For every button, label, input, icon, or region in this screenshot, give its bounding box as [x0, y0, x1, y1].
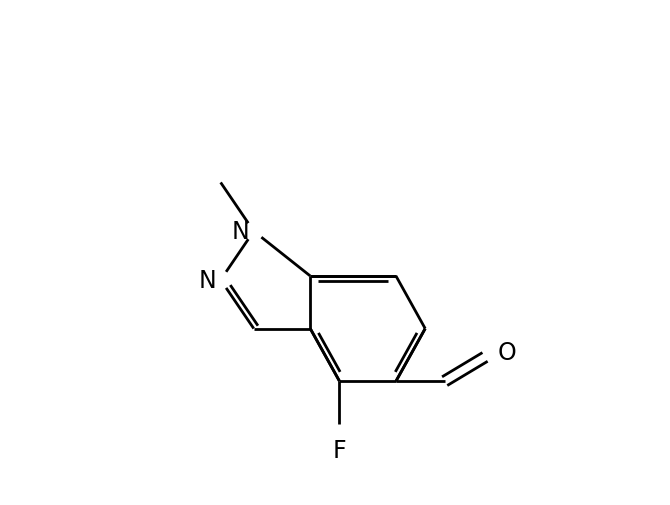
Text: N: N	[232, 220, 250, 244]
Text: N: N	[199, 268, 217, 292]
Text: F: F	[333, 438, 346, 462]
Text: O: O	[497, 340, 516, 364]
